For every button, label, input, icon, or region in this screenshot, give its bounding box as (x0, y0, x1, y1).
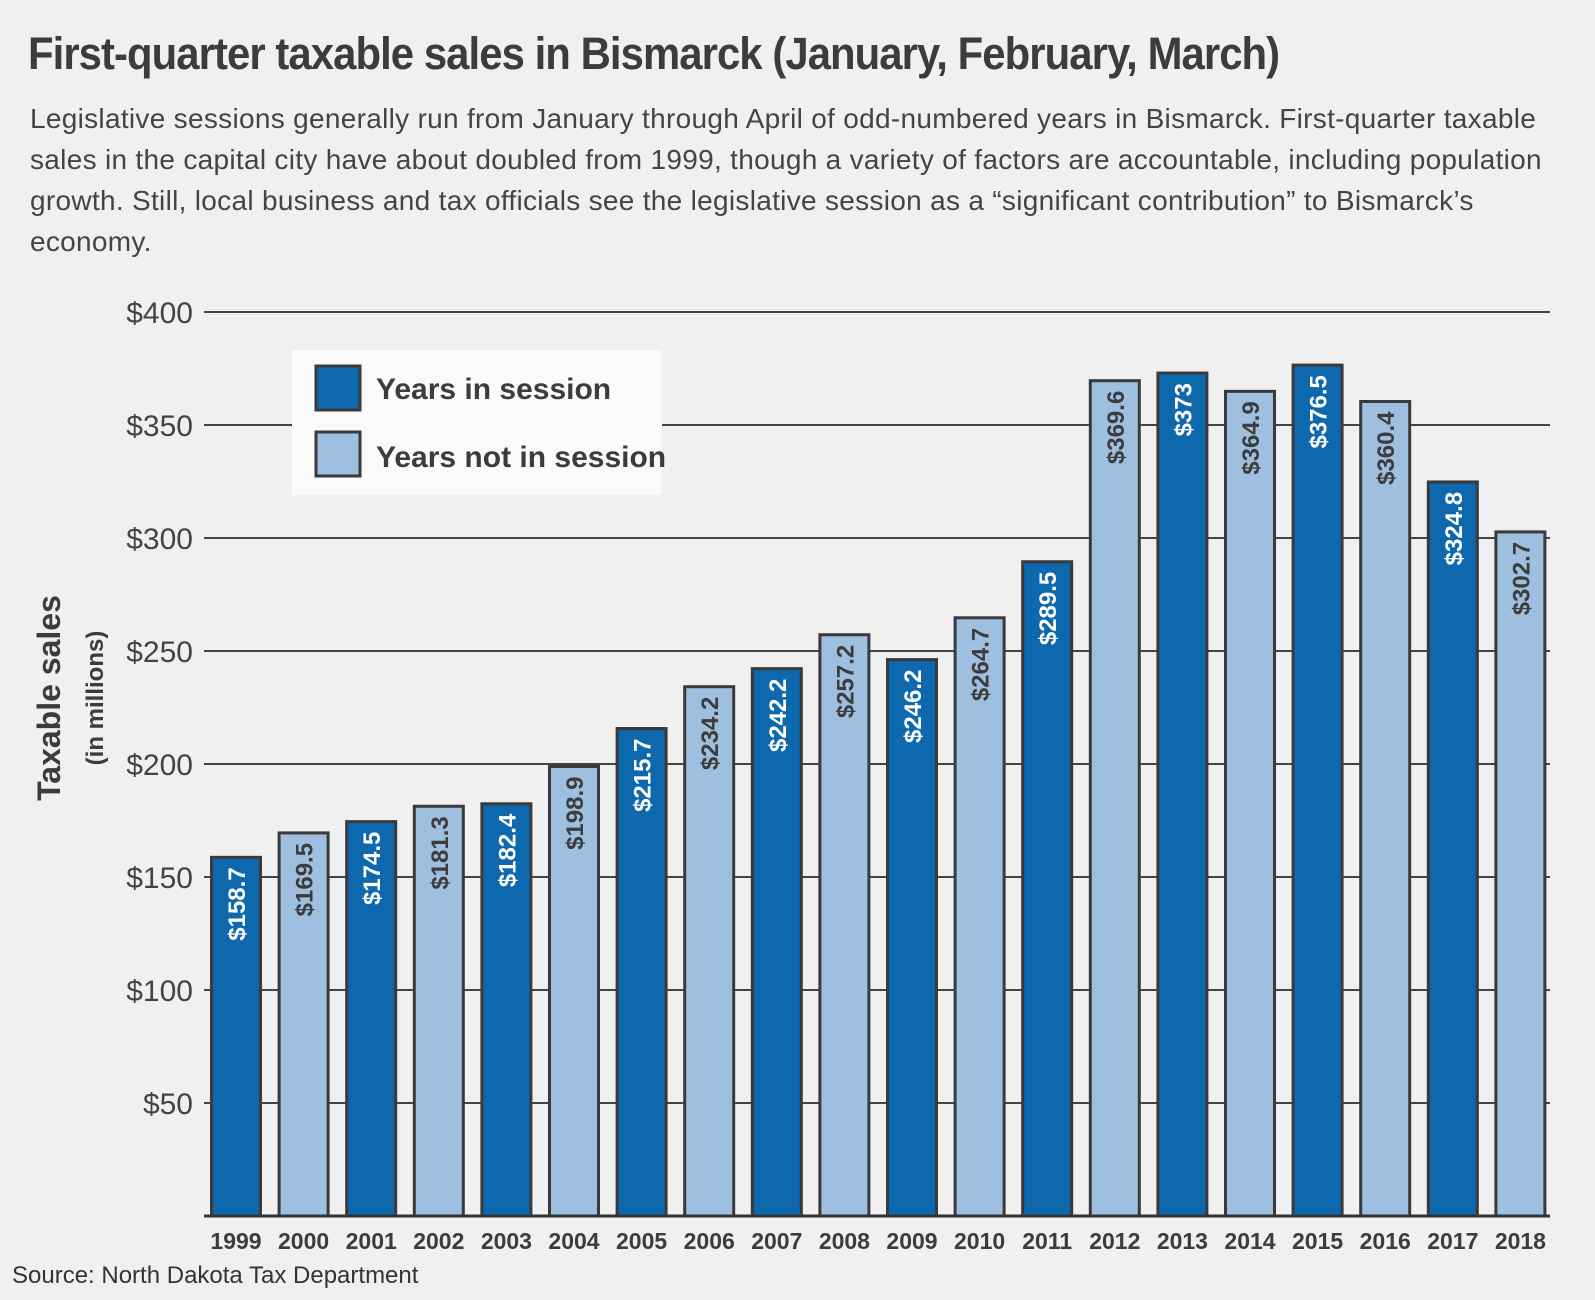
x-tick-label: 2000 (278, 1228, 329, 1254)
bar-value-label: $360.4 (1373, 411, 1400, 485)
bars: $158.7 $169.5 $174.5 $181.3 $182.4 $198.9 $215… (210, 363, 1547, 1218)
bar-value-label: $198.9 (562, 776, 589, 849)
bar-value-label: $369.6 (1103, 391, 1130, 464)
bar-value-label: $373 (1170, 383, 1197, 436)
bar-2003 (480, 802, 533, 1218)
y-tick-label: $300 (126, 523, 193, 556)
legend-label-in-session: Years in session (376, 373, 611, 406)
x-tick-label: 2017 (1427, 1228, 1478, 1254)
bar-2002 (412, 804, 465, 1218)
x-tick-label: 2018 (1495, 1228, 1546, 1254)
bar-2012 (1088, 379, 1141, 1218)
x-tick-label: 2014 (1224, 1228, 1275, 1254)
x-tick-label: 2008 (819, 1228, 870, 1254)
y-tick-label: $250 (126, 636, 193, 669)
bar-value-label: $182.4 (494, 813, 521, 887)
legend-swatch-not-in-session (314, 430, 362, 478)
y-tick-label: $350 (126, 410, 193, 443)
bar-value-label: $234.2 (697, 697, 724, 770)
x-tick-label: 2001 (346, 1228, 397, 1254)
y-axis-label: Taxable sales (in millions) (31, 595, 109, 801)
legend-label-not-in-session: Years not in session (376, 441, 666, 474)
bar-2006 (683, 685, 736, 1218)
bar-2016 (1359, 399, 1412, 1218)
x-tick-label: 2011 (1022, 1228, 1072, 1254)
x-tick-label: 1999 (210, 1228, 261, 1254)
x-tick-label: 2009 (886, 1228, 937, 1254)
bar-1999 (210, 855, 262, 1218)
x-tick-label: 2003 (481, 1228, 532, 1254)
bar-2017 (1426, 480, 1479, 1218)
legend: Years in session Years not in session (292, 350, 666, 495)
y-axis-title: Taxable sales (31, 595, 67, 801)
bar-2011 (1021, 560, 1074, 1218)
bar-value-label: $264.7 (968, 628, 995, 701)
y-tick-label: $100 (126, 975, 193, 1008)
bar-2015 (1291, 363, 1344, 1218)
y-tick-label: $200 (126, 749, 193, 782)
bar-value-label: $174.5 (359, 832, 386, 905)
bar-2014 (1224, 389, 1276, 1218)
bar-2010 (953, 616, 1006, 1218)
x-tick-label: 2005 (616, 1228, 667, 1254)
x-tick-label: 2016 (1360, 1228, 1411, 1254)
chart-title: First-quarter taxable sales in Bismarck … (28, 28, 1280, 79)
bar-value-label: $169.5 (292, 843, 319, 916)
bar-2001 (345, 820, 398, 1218)
bar-2013 (1156, 371, 1209, 1218)
chart-subtitle: Legislative sessions generally run from … (30, 103, 1542, 257)
bar-value-label: $242.2 (765, 679, 792, 752)
bar-value-label: $215.7 (630, 739, 657, 812)
bar-value-label: $289.5 (1035, 572, 1062, 645)
bar-value-label: $376.5 (1306, 375, 1333, 448)
x-tick-label: 2013 (1157, 1228, 1208, 1254)
x-tick-label: 2012 (1089, 1228, 1140, 1254)
x-tick-label: 2004 (548, 1228, 599, 1254)
bar-value-label: $181.3 (427, 816, 454, 889)
y-axis-ticks: $50 $100 $150 $200 $250 $300 $350 $400 (126, 297, 193, 1121)
x-tick-label: 2015 (1292, 1228, 1343, 1254)
x-tick-label: 2002 (413, 1228, 464, 1254)
y-tick-label: $50 (143, 1088, 193, 1121)
bar-value-label: $257.2 (832, 645, 859, 718)
bar-value-label: $246.2 (900, 670, 927, 743)
bar-value-label: $158.7 (224, 867, 251, 940)
x-axis-ticks: 1999 2000 2001 2002 2003 2004 2005 2006 2007 2008… (210, 1228, 1546, 1254)
y-tick-label: $150 (126, 862, 193, 895)
y-tick-label: $400 (126, 297, 193, 330)
x-tick-label: 2006 (684, 1228, 735, 1254)
source-note: Source: North Dakota Tax Department (12, 1262, 419, 1289)
x-tick-label: 2010 (954, 1228, 1005, 1254)
y-axis-subtitle: (in millions) (82, 631, 109, 766)
bar-2007 (750, 667, 803, 1218)
bar-value-label: $364.9 (1238, 401, 1265, 474)
bar-value-label: $302.7 (1508, 542, 1535, 615)
bar-value-label: $324.8 (1441, 492, 1468, 565)
x-tick-label: 2007 (751, 1228, 802, 1254)
legend-swatch-in-session (314, 364, 362, 412)
bar-2018 (1494, 530, 1547, 1218)
bar-2008 (818, 633, 871, 1218)
bar-2000 (277, 831, 330, 1218)
